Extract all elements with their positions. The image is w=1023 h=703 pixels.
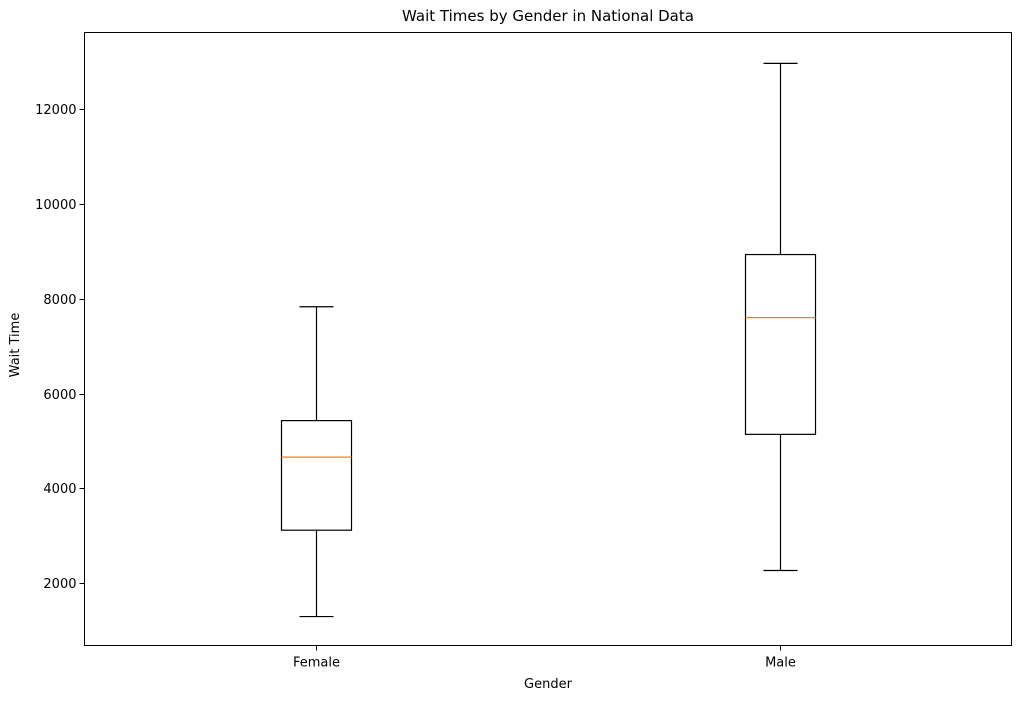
plot-area: 2000 4000 6000 8000 10000 12000 Female Male — [35, 62, 817, 671]
chart-title: Wait Times by Gender in National Data — [402, 7, 694, 25]
y-tick-label: 8000 — [43, 293, 76, 308]
y-tick-label: 12000 — [35, 103, 76, 118]
x-tick-label: Female — [293, 656, 340, 671]
y-axis-label: Wait Time — [8, 313, 23, 378]
x-axis-label: Gender — [524, 677, 573, 692]
box — [744, 253, 817, 435]
y-tick-label: 6000 — [43, 388, 76, 403]
box — [280, 420, 353, 531]
axes-frame — [84, 32, 1012, 646]
y-tick-label: 10000 — [35, 198, 76, 213]
y-tick-label: 2000 — [43, 577, 76, 592]
y-tick-label: 4000 — [43, 482, 76, 497]
x-tick-label: Male — [765, 656, 796, 671]
